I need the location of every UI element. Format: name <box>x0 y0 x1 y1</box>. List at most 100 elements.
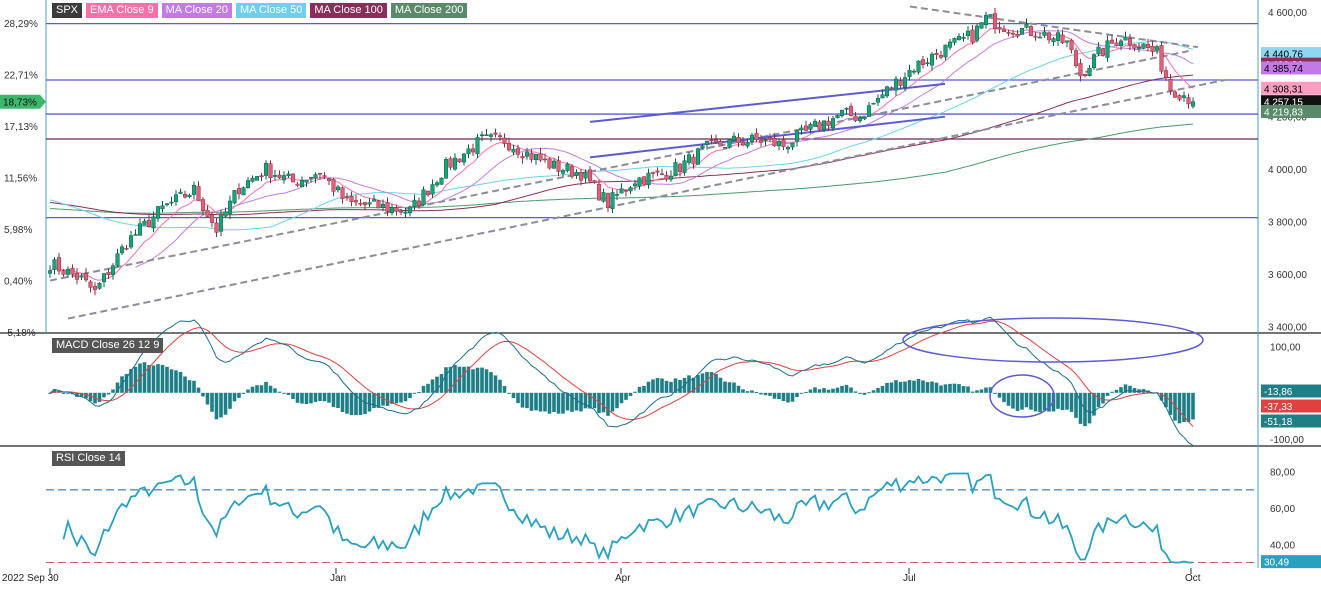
candle-body <box>115 253 120 266</box>
rsi-tick-label: 60,00 <box>1270 504 1295 515</box>
macd-histogram-bar <box>1078 392 1083 424</box>
macd-histogram-bar <box>921 380 925 393</box>
legend-item-ema9[interactable]: EMA Close 9 <box>86 3 158 18</box>
macd-histogram-bar <box>178 371 183 393</box>
legend-item-ma20[interactable]: MA Close 20 <box>161 3 232 18</box>
macd-histogram-bar <box>52 389 57 393</box>
macd-histogram-bar <box>588 392 592 409</box>
candle-body <box>160 205 165 210</box>
macd-histogram-bar <box>426 383 430 393</box>
macd-histogram-bar <box>223 392 228 415</box>
candle-body <box>61 270 66 275</box>
macd-histogram-bar <box>61 392 66 394</box>
candle-body <box>1091 54 1097 68</box>
macd-histogram-bar <box>196 387 201 393</box>
macd-signal-line <box>49 320 1194 427</box>
macd-histogram-bar <box>561 392 565 414</box>
candle-body <box>421 189 426 206</box>
legend-item-ma100[interactable]: MA Close 100 <box>310 3 387 18</box>
candle-body <box>187 194 192 198</box>
candle-body <box>947 41 953 48</box>
candle-body <box>1051 38 1056 43</box>
price-label-badge <box>1261 104 1321 118</box>
macd-histogram-bar <box>889 382 894 393</box>
candle-body <box>488 134 494 137</box>
macd-histogram-bar <box>592 392 597 409</box>
macd-histogram-bar <box>637 386 642 393</box>
candle-body <box>403 211 408 214</box>
candle-body <box>335 186 341 191</box>
legend-item-spx[interactable]: SPX <box>52 3 83 18</box>
candle-body <box>965 30 971 37</box>
candle-body <box>646 172 651 186</box>
candle-body <box>695 148 701 165</box>
candle-body <box>731 135 737 141</box>
macd-histogram-bar <box>106 392 111 395</box>
candle-body <box>866 105 872 117</box>
candle-body <box>911 70 917 73</box>
candle-body <box>767 137 773 140</box>
candle-body <box>1190 101 1196 107</box>
macd-histogram-bar <box>403 392 408 402</box>
candle-body <box>209 214 215 223</box>
macd-histogram-bar <box>925 382 930 393</box>
macd-histogram-bar <box>673 378 678 393</box>
macd-histogram-bar <box>1110 391 1114 393</box>
macd-histogram-bar <box>876 387 880 393</box>
candle-body <box>1186 97 1191 105</box>
macd-histogram-bar <box>732 382 736 393</box>
macd-histogram-bar <box>538 392 543 412</box>
macd-value-label: -51,18 <box>1264 417 1293 428</box>
macd-histogram-bar <box>453 365 457 393</box>
candle-body <box>326 178 332 181</box>
macd-histogram-bar <box>1011 392 1015 409</box>
pct-tick-label: 22,71% <box>4 70 38 81</box>
macd-histogram-bar <box>687 375 691 393</box>
candle-body <box>479 134 485 136</box>
candle-body <box>538 153 543 161</box>
macd-histogram-bar <box>939 385 943 393</box>
candle-body <box>740 141 746 146</box>
candle-body <box>601 192 606 202</box>
candle-body <box>344 196 350 199</box>
candle-body <box>623 190 629 192</box>
legend-item-ma50[interactable]: MA Close 50 <box>235 3 307 18</box>
candle-body <box>565 163 570 172</box>
rsi-panel-label[interactable]: RSI Close 14 <box>52 451 125 466</box>
price-label-value: 4 440,76 <box>1264 50 1303 61</box>
macd-histogram-bar <box>624 392 628 400</box>
rsi-tick-label: 80,00 <box>1270 468 1295 479</box>
candle-body <box>295 183 300 186</box>
macd-histogram-bar <box>264 381 268 393</box>
candle-body <box>1096 46 1101 55</box>
candle-body <box>889 87 894 89</box>
candle-body <box>560 170 566 174</box>
x-tick-label: Jan <box>330 573 346 584</box>
candle-body <box>907 69 912 77</box>
candle-body <box>673 162 678 177</box>
macd-histogram-bar <box>1056 392 1060 409</box>
macd-histogram-bar <box>462 366 466 393</box>
macd-histogram-bar <box>1191 392 1195 420</box>
macd-histogram-bar <box>142 362 147 393</box>
candle-body <box>133 234 138 236</box>
candle-body <box>389 206 395 214</box>
macd-histogram-bar <box>1159 392 1164 401</box>
candle-body <box>997 26 1002 30</box>
macd-histogram-bar <box>102 392 106 398</box>
macd-histogram-bar <box>565 392 570 411</box>
candle-body <box>182 193 188 198</box>
macd-panel-label[interactable]: MACD Close 26 12 9 <box>52 338 164 353</box>
candle-body <box>749 134 755 143</box>
legend-item-ma200[interactable]: MA Close 200 <box>390 3 468 18</box>
trendline-top-dashed <box>909 5 1199 49</box>
macd-histogram-bar <box>948 383 952 393</box>
candle-body <box>1181 95 1187 98</box>
macd-tick-label: 100,00 <box>1270 343 1301 354</box>
ma50-line <box>49 40 1194 231</box>
macd-histogram-bar <box>606 392 610 416</box>
candle-body <box>47 270 53 274</box>
candle-body <box>785 146 791 150</box>
